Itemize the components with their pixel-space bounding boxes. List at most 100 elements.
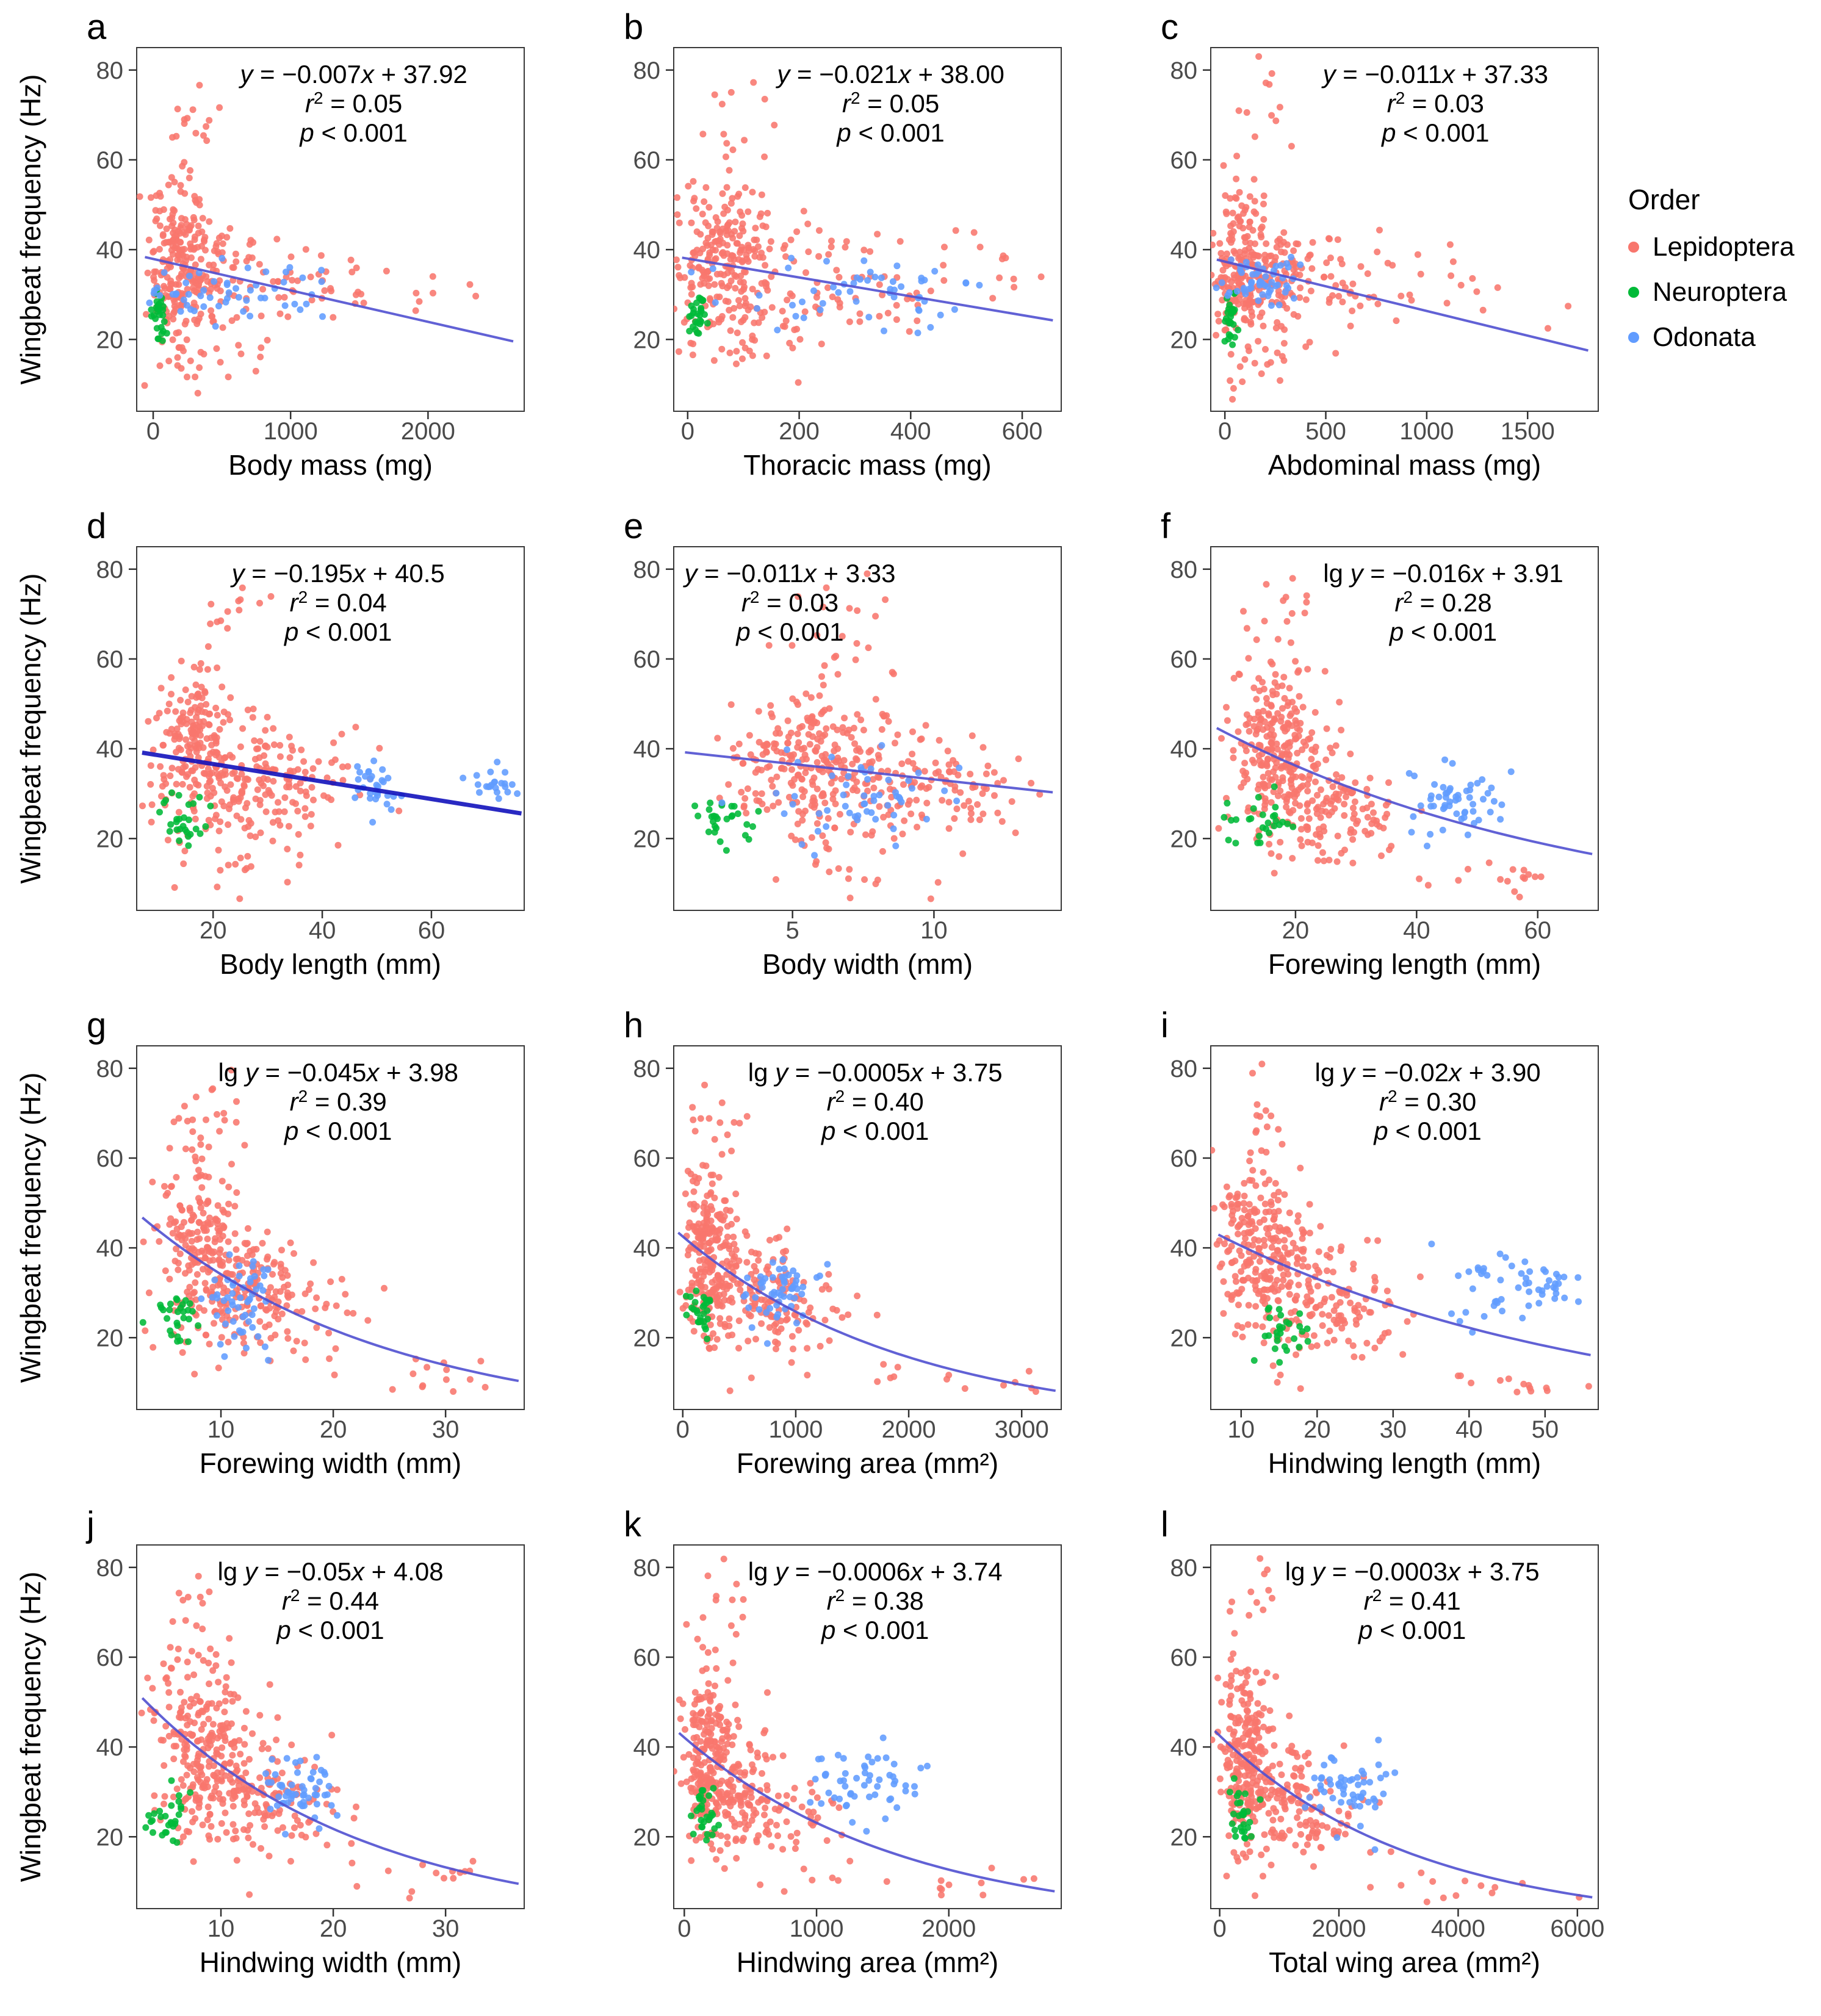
equation-text: lg y = −0.0003x + 3.75 xyxy=(1285,1557,1540,1586)
panel-g-letter: g xyxy=(87,1007,106,1045)
svg-text:20: 20 xyxy=(96,1824,124,1851)
legend-item-lepidoptera: Lepidoptera xyxy=(1628,232,1794,262)
series-neuroptera xyxy=(1221,783,1297,847)
svg-text:20: 20 xyxy=(96,1325,124,1352)
panel-k: k 0 1000 2000 Hindwing area (mm²) 20 40 60 80 lg … xyxy=(546,1505,1083,2005)
series-odonata xyxy=(807,1734,931,1835)
series-neuroptera xyxy=(142,1777,194,1846)
plot-border xyxy=(136,1045,525,1410)
svg-text:30: 30 xyxy=(432,1915,460,1942)
svg-text:2000: 2000 xyxy=(401,418,455,445)
x-axis-label: Body mass (mg) xyxy=(228,449,433,481)
svg-text:20: 20 xyxy=(96,326,124,353)
regression-line xyxy=(1216,727,1593,855)
regression-line xyxy=(141,1697,519,1885)
svg-text:0: 0 xyxy=(146,418,160,445)
legend-item-label: Lepidoptera xyxy=(1653,232,1795,262)
svg-text:20: 20 xyxy=(200,917,227,944)
x-axis: 0 200 400 600 xyxy=(681,411,1042,445)
svg-text:40: 40 xyxy=(633,237,661,264)
plot-border xyxy=(673,47,1062,412)
svg-text:0: 0 xyxy=(676,1416,690,1443)
p-value-text: p < 0.001 xyxy=(283,1117,392,1145)
x-axis: 0 1000 2000 3000 xyxy=(676,1409,1049,1443)
x-axis: 0 2000 4000 6000 xyxy=(1213,1909,1604,1942)
panel-c-letter: c xyxy=(1161,9,1178,47)
series-odonata xyxy=(146,254,326,330)
r-squared-text: r2 = 0.05 xyxy=(842,88,939,118)
svg-text:80: 80 xyxy=(96,556,124,583)
svg-text:80: 80 xyxy=(633,1056,661,1082)
equation-text: y = −0.011x + 37.33 xyxy=(1321,60,1548,88)
svg-text:80: 80 xyxy=(1170,1056,1198,1082)
regression-line xyxy=(1214,1730,1593,1899)
series-neuroptera xyxy=(139,1295,202,1345)
r-squared-text: r2 = 0.44 xyxy=(282,1586,379,1615)
plot-border xyxy=(1210,1045,1599,1410)
r-squared-text: r2 = 0.40 xyxy=(827,1087,924,1116)
panel-i: i 10 20 30 40 50 Hindwing length (mm) 20 40 60 80 l… xyxy=(1083,1006,1620,1506)
panel-l-plot: l 0 2000 4000 6000 Total wing area (mm²) 20406… xyxy=(1161,1505,1604,1978)
p-value-text: p < 0.001 xyxy=(835,118,944,147)
panel-a-plot: a 0 1000 2000 Body mass (mg) 20 40 60 80 Wingbeat… xyxy=(15,7,525,481)
svg-text:40: 40 xyxy=(96,237,124,264)
series-neuroptera xyxy=(1250,1305,1311,1366)
r-squared-text: r2 = 0.38 xyxy=(827,1586,924,1615)
regression-line xyxy=(678,1732,1055,1893)
x-axis: 10 20 30 xyxy=(207,1909,460,1942)
p-value-text: p < 0.001 xyxy=(275,1616,384,1644)
x-axis: 0 1000 2000 xyxy=(146,411,455,445)
panel-j-plot: j 10 20 30 Hindwing width (mm) 20 40 60 80 Wingbe… xyxy=(15,1505,525,1978)
p-value-text: p < 0.001 xyxy=(1357,1616,1466,1644)
equation-text: lg y = −0.0005x + 3.75 xyxy=(748,1058,1003,1087)
series-odonata xyxy=(262,1754,341,1838)
svg-text:60: 60 xyxy=(1170,646,1198,673)
svg-text:5: 5 xyxy=(786,917,799,944)
panel-k-letter: k xyxy=(624,1506,642,1544)
series-neuroptera xyxy=(691,799,762,854)
r-squared-text: r2 = 0.03 xyxy=(741,588,838,617)
panel-l: l 0 2000 4000 6000 Total wing area (mm²) 20 40 6… xyxy=(1083,1505,1620,2005)
regression-line xyxy=(142,751,522,816)
svg-text:30: 30 xyxy=(1380,1416,1407,1443)
svg-text:60: 60 xyxy=(633,1145,661,1172)
panel-e-letter: e xyxy=(624,508,643,546)
svg-text:50: 50 xyxy=(1532,1416,1559,1443)
equation-text: lg y = −0.0006x + 3.74 xyxy=(748,1557,1003,1586)
svg-text:1500: 1500 xyxy=(1501,418,1555,445)
svg-text:40: 40 xyxy=(633,736,661,763)
x-axis: 10 20 30 xyxy=(207,1409,460,1443)
svg-text:60: 60 xyxy=(418,917,445,944)
plot-border xyxy=(1210,1544,1599,1909)
panel-c: c 0 500 1000 1500 Abdominal mass (mg) 20 40 60 80… xyxy=(1083,7,1620,508)
panel-h-letter: h xyxy=(624,1007,643,1045)
svg-text:30: 30 xyxy=(432,1416,460,1443)
svg-text:60: 60 xyxy=(633,646,661,673)
y-axis-label: Wingbeat frequency (Hz) xyxy=(15,74,46,385)
series-odonata xyxy=(1213,253,1304,309)
series-odonata xyxy=(688,254,983,337)
svg-text:0: 0 xyxy=(681,418,694,445)
panel-f: f 20 40 60 Forewing length (mm) 20 40 60 80 lg y … xyxy=(1083,506,1620,1007)
panel-j-letter: j xyxy=(85,1506,95,1544)
svg-text:40: 40 xyxy=(96,1235,124,1262)
equation-text: y = −0.195x + 40.5 xyxy=(230,559,445,588)
panel-g: g 10 20 30 Forewing width (mm) 20 40 60 80 Wingbe… xyxy=(9,1006,546,1506)
p-value-text: p < 0.001 xyxy=(283,617,392,646)
series-neuroptera xyxy=(156,789,214,849)
equation-text: lg y = −0.016x + 3.91 xyxy=(1323,559,1563,588)
svg-text:40: 40 xyxy=(1403,917,1430,944)
x-axis-label: Thoracic mass (mg) xyxy=(743,449,991,481)
series-lepidoptera xyxy=(674,1555,1037,1899)
panel-b: b 0 200 400 600 Thoracic mass (mg) 20 40 60 80 y =… xyxy=(546,7,1083,508)
svg-text:20: 20 xyxy=(633,1325,661,1352)
svg-text:200: 200 xyxy=(779,418,820,445)
svg-text:40: 40 xyxy=(1170,1235,1198,1262)
p-value-text: p < 0.001 xyxy=(1388,617,1497,646)
plot-border xyxy=(136,546,525,911)
r-squared-text: r2 = 0.28 xyxy=(1394,588,1491,617)
